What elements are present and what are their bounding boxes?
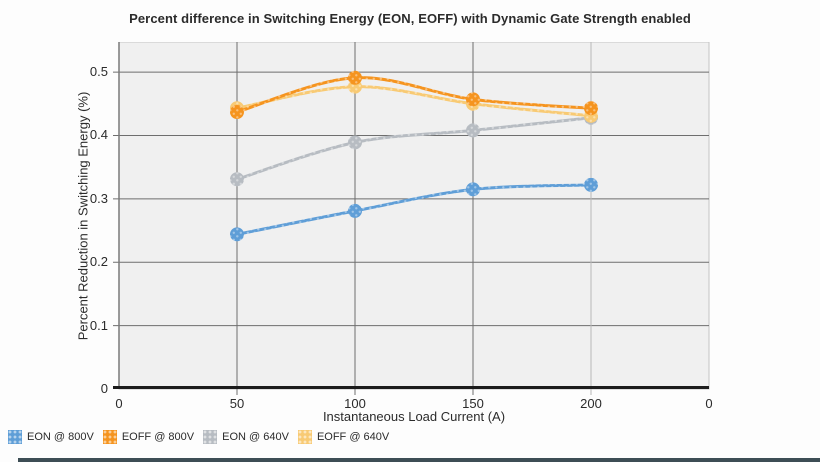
legend-label: EOFF @ 800V <box>121 431 195 443</box>
marker-eon-800v-200[interactable] <box>584 177 598 192</box>
marker-eon-800v-150[interactable] <box>466 182 480 197</box>
x-tick-label-5-0: 0 <box>705 396 713 411</box>
bottom-scrollbar[interactable] <box>18 458 820 462</box>
legend-swatch-eoff-640v <box>297 430 312 444</box>
legend-item-eoff-800v[interactable]: EOFF @ 800V <box>102 430 195 444</box>
series-line-eoff-640v <box>235 85 593 118</box>
marker-eoff-800v-200[interactable] <box>584 101 598 116</box>
y-tick-label-0.1: 0.1 <box>89 317 108 333</box>
legend-item-eoff-640v[interactable]: EOFF @ 640V <box>297 430 390 444</box>
marker-eon-800v-50[interactable] <box>230 227 244 242</box>
legend-item-eon-800v[interactable]: EON @ 800V <box>8 430 94 444</box>
marker-eon-640v-50[interactable] <box>230 172 244 187</box>
marker-eon-800v-100[interactable] <box>348 203 362 218</box>
x-tick-label-1-50: 50 <box>229 396 245 411</box>
x-tick-label-3-150: 150 <box>462 396 484 411</box>
marker-eon-640v-100[interactable] <box>348 135 362 150</box>
x-tick-label-2-100: 100 <box>344 396 366 411</box>
legend-swatch-eon-800v <box>8 430 22 444</box>
y-tick-label-0: 0 <box>100 381 108 396</box>
marker-eoff-800v-150[interactable] <box>466 92 480 107</box>
y-tick-label-0.5: 0.5 <box>89 64 108 80</box>
series-line-eon-800v <box>235 183 593 236</box>
series-line-eoff-800v <box>235 76 593 114</box>
marker-eoff-800v-50[interactable] <box>230 105 244 120</box>
plot-background <box>118 41 710 390</box>
plot-area <box>113 41 715 395</box>
y-tick-label-0.2: 0.2 <box>89 254 108 270</box>
x-axis-title: Instantaneous Load Current (A) <box>322 409 506 424</box>
legend-item-eon-640v[interactable]: EON @ 640V <box>203 430 289 444</box>
x-tick-label-0-0: 0 <box>115 396 123 411</box>
x-tick-label-4-200: 200 <box>580 396 602 411</box>
legend-swatch-eon-640v <box>203 430 218 444</box>
series-line-eon-640v <box>235 116 593 181</box>
legend-label: EON @ 640V <box>222 431 289 443</box>
chart-title: Percent difference in Switching Energy (… <box>129 11 691 26</box>
chart-svg <box>113 41 710 395</box>
legend: EON @ 800V EOFF @ 800V EON @ 640V EOFF @ 64… <box>8 430 398 444</box>
legend-label: EON @ 800V <box>27 431 94 443</box>
legend-label: EOFF @ 640V <box>316 431 390 443</box>
y-tick-label-0.3: 0.3 <box>89 190 108 206</box>
legend-swatch-eoff-800v <box>102 430 117 444</box>
marker-eon-640v-150[interactable] <box>466 123 480 138</box>
y-tick-label-0.4: 0.4 <box>89 127 108 143</box>
marker-eoff-800v-100[interactable] <box>348 70 362 85</box>
